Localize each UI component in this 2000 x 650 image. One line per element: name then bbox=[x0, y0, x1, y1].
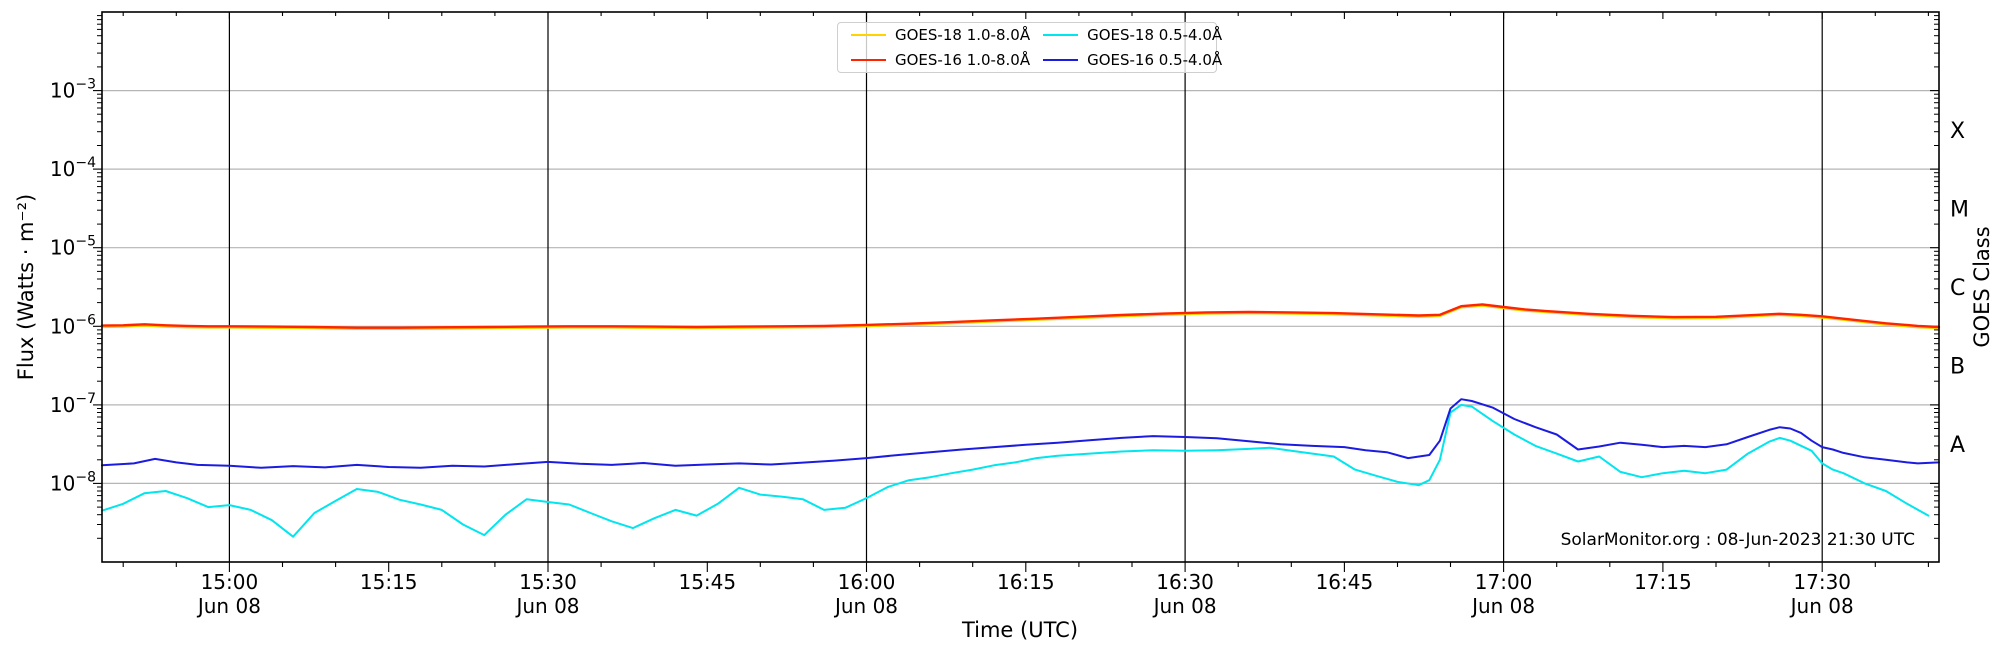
goes-class-letter-X: X bbox=[1950, 119, 1965, 144]
legend-label: GOES-18 0.5-4.0Å bbox=[1087, 26, 1223, 45]
goes-class-letter-M: M bbox=[1950, 197, 1969, 222]
series-goes18-short bbox=[101, 403, 1930, 538]
x-tick-label: 15:45 bbox=[678, 570, 736, 594]
x-axis-title: Time (UTC) bbox=[961, 618, 1079, 642]
x-tick-label: 17:15 bbox=[1634, 570, 1692, 594]
x-tick-label: 16:15 bbox=[997, 570, 1055, 594]
x-tick-label: 16:00 bbox=[838, 570, 896, 594]
y-tick-label: 10−4 bbox=[50, 155, 96, 181]
x-tick-date: Jun 08 bbox=[833, 594, 898, 618]
legend-swatch bbox=[1043, 58, 1079, 61]
plot-frame bbox=[101, 11, 1940, 563]
legend-swatch bbox=[1043, 34, 1079, 37]
series-goes16-short bbox=[101, 398, 1940, 469]
x-tick-label: 17:30 bbox=[1793, 570, 1851, 594]
x-tick-date: Jun 08 bbox=[196, 594, 261, 618]
y-axis-title-left: Flux (Watts · m⁻²) bbox=[14, 193, 38, 381]
y-tick-label: 10−8 bbox=[50, 469, 96, 495]
x-tick-label: 15:15 bbox=[360, 570, 418, 594]
x-tick-label: 17:00 bbox=[1475, 570, 1533, 594]
x-tick-label: 16:45 bbox=[1316, 570, 1374, 594]
x-tick-label: 16:30 bbox=[1156, 570, 1214, 594]
x-tick-date: Jun 08 bbox=[514, 594, 579, 618]
y-tick-label: 10−3 bbox=[50, 77, 96, 103]
legend-swatch bbox=[851, 58, 886, 61]
goes-class-letter-C: C bbox=[1950, 276, 1965, 301]
y-tick-label: 10−6 bbox=[50, 312, 96, 338]
legend-label: GOES-18 1.0-8.0Å bbox=[895, 26, 1031, 45]
series-goes16-long bbox=[100, 303, 1941, 329]
legend-swatch bbox=[851, 34, 886, 37]
x-tick-label: 15:00 bbox=[201, 570, 259, 594]
legend-item: GOES-18 1.0-8.0Å bbox=[838, 26, 1030, 44]
y-tick-label: 10−7 bbox=[50, 391, 96, 417]
y-tick-label: 10−5 bbox=[50, 234, 96, 260]
y-axis-title-right: GOES Class bbox=[1970, 226, 1994, 348]
goes-class-letter-A: A bbox=[1950, 433, 1965, 458]
x-tick-date: Jun 08 bbox=[1470, 594, 1535, 618]
solarmonitor-annotation: SolarMonitor.org : 08-Jun-2023 21:30 UTC bbox=[1560, 530, 1915, 550]
legend-label: GOES-16 1.0-8.0Å bbox=[895, 50, 1031, 69]
x-tick-label: 15:30 bbox=[519, 570, 577, 594]
legend-label: GOES-16 0.5-4.0Å bbox=[1087, 50, 1223, 69]
goes-class-letter-B: B bbox=[1950, 355, 1965, 380]
legend-item: GOES-18 0.5-4.0Å bbox=[1030, 26, 1222, 44]
legend-item: GOES-16 1.0-8.0Å bbox=[838, 51, 1030, 69]
legend: GOES-18 1.0-8.0Å GOES-16 1.0-8.0Å GOES-18 … bbox=[837, 22, 1222, 73]
x-tick-date: Jun 08 bbox=[1152, 594, 1217, 618]
x-tick-date: Jun 08 bbox=[1789, 594, 1854, 618]
legend-item: GOES-16 0.5-4.0Å bbox=[1030, 51, 1222, 69]
